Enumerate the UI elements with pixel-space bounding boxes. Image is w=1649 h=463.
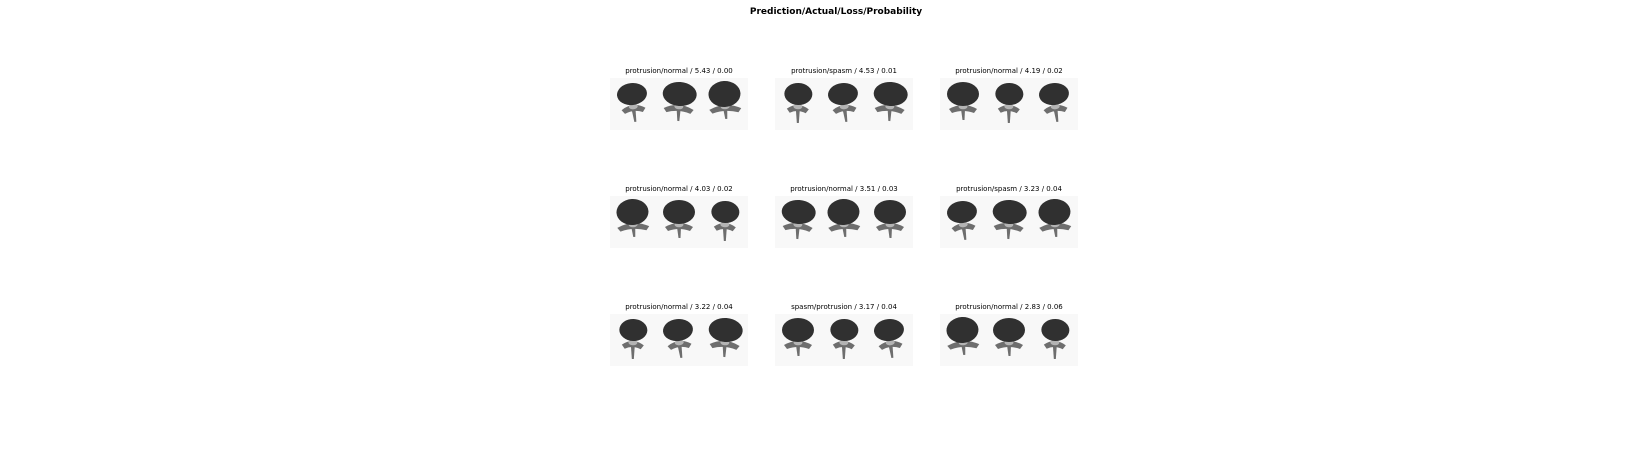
- panel-label: protrusion/spasm / 3.23 / 0.04: [956, 185, 1062, 193]
- panel-image: [610, 196, 748, 248]
- panel: protrusion/normal / 2.83 / 0.06: [940, 302, 1078, 366]
- vertebra-image: [1038, 83, 1069, 122]
- panel: protrusion/normal / 5.43 / 0.00: [610, 66, 748, 130]
- panel-label: protrusion/normal / 5.43 / 0.00: [625, 67, 733, 75]
- vertebra-image: [946, 201, 977, 240]
- vertebra-image: [708, 81, 742, 120]
- vertebra-image: [995, 83, 1024, 124]
- panel-image: [775, 314, 913, 366]
- panel: spasm/protrusion / 3.17 / 0.04: [775, 302, 913, 366]
- vertebra-image: [616, 83, 647, 122]
- vertebra-image: [619, 319, 648, 360]
- vertebra-image: [708, 317, 743, 358]
- vertebra-image: [992, 199, 1027, 240]
- panel: protrusion/spasm / 3.23 / 0.04: [940, 184, 1078, 248]
- vertebra-image: [616, 199, 650, 238]
- panel: protrusion/normal / 3.22 / 0.04: [610, 302, 748, 366]
- vertebra-image: [781, 199, 816, 240]
- panel-image: [940, 78, 1078, 130]
- panel: protrusion/normal / 4.19 / 0.02: [940, 66, 1078, 130]
- panel-label: protrusion/normal / 2.83 / 0.06: [955, 303, 1063, 311]
- panel-label: spasm/protrusion / 3.17 / 0.04: [791, 303, 897, 311]
- vertebra-image: [830, 319, 859, 360]
- vertebra-image: [993, 318, 1025, 356]
- vertebra-image: [873, 81, 908, 122]
- vertebra-image: [711, 201, 740, 242]
- panel: protrusion/spasm / 4.53 / 0.01: [775, 66, 913, 130]
- vertebra-image: [662, 319, 693, 358]
- vertebra-image: [947, 82, 979, 120]
- panel-label: protrusion/spasm / 4.53 / 0.01: [791, 67, 897, 75]
- panel-label: protrusion/normal / 4.03 / 0.02: [625, 185, 733, 193]
- panel-image: [610, 314, 748, 366]
- vertebra-image: [784, 83, 813, 124]
- vertebra-image: [1041, 319, 1070, 360]
- panel-image: [940, 314, 1078, 366]
- panel-label: protrusion/normal / 3.51 / 0.03: [790, 185, 898, 193]
- panel-label: protrusion/normal / 3.22 / 0.04: [625, 303, 733, 311]
- vertebra-image: [663, 200, 695, 238]
- panel-image: [775, 196, 913, 248]
- vertebra-image: [827, 83, 858, 122]
- vertebra-image: [946, 317, 980, 356]
- vertebra-image: [874, 200, 906, 238]
- panel: protrusion/normal / 4.03 / 0.02: [610, 184, 748, 248]
- panel-label: protrusion/normal / 4.19 / 0.02: [955, 67, 1063, 75]
- figure-title: Prediction/Actual/Loss/Probability: [749, 7, 923, 17]
- vertebra-image: [1038, 199, 1072, 238]
- vertebra-image: [827, 199, 861, 238]
- vertebra-image: [662, 81, 697, 122]
- panel: protrusion/normal / 3.51 / 0.03: [775, 184, 913, 248]
- vertebra-image: [782, 318, 814, 356]
- panel-image: [610, 78, 748, 130]
- panel-image: [775, 78, 913, 130]
- panel-image: [940, 196, 1078, 248]
- vertebra-image: [873, 319, 904, 358]
